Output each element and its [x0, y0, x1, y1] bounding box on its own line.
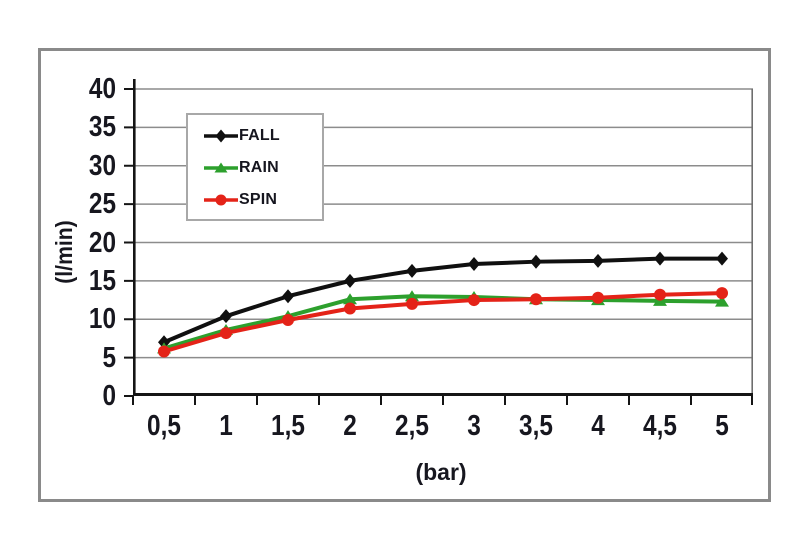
- legend-item-rain: RAIN: [188, 152, 322, 184]
- spin-line: [163, 291, 723, 354]
- circle-marker: [158, 345, 170, 358]
- circle-marker: [468, 294, 480, 307]
- legend-item-fall: FALL: [188, 120, 322, 152]
- diamond-marker: [716, 251, 728, 266]
- legend-box: FALL RAIN SPIN: [186, 113, 324, 221]
- x-tick-label-5: 5: [715, 410, 729, 442]
- x-tick-label-4_5: 4,5: [643, 410, 677, 442]
- y-tick-label-40: 40: [88, 73, 116, 105]
- x-tick-label-2_5: 2,5: [395, 410, 429, 442]
- circle-marker: [530, 293, 542, 306]
- legend-item-spin: SPIN: [188, 184, 322, 216]
- x-tick-label-2: 2: [343, 410, 357, 442]
- legend-label-rain: RAIN: [239, 159, 279, 176]
- circle-marker: [220, 327, 232, 340]
- diamond-marker: [592, 253, 604, 268]
- circle-marker: [592, 291, 604, 304]
- legend-label-fall: FALL: [239, 127, 280, 144]
- diamond-marker: [530, 254, 542, 269]
- x-tick-label-1: 1: [219, 410, 233, 442]
- y-tick-label-25: 25: [88, 188, 116, 221]
- spin-line-swatch-icon: [204, 194, 238, 206]
- circle-marker: [406, 297, 418, 310]
- y-tick-label-35: 35: [88, 111, 116, 144]
- chart-figure: (l/min) (bar) FALL RAIN SPIN 0 5 10 15 20 25 3…: [38, 48, 771, 502]
- circle-marker: [282, 314, 294, 327]
- diamond-marker: [406, 263, 418, 278]
- diamond-marker: [468, 256, 480, 271]
- triangle-marker: [214, 162, 228, 173]
- diamond-marker: [654, 251, 666, 266]
- legend-label-spin: SPIN: [239, 191, 278, 208]
- series-rain: [157, 290, 729, 354]
- triangle-marker: [405, 290, 419, 302]
- y-tick-label-15: 15: [88, 264, 116, 297]
- triangle-marker: [715, 295, 729, 307]
- circle-marker: [654, 288, 666, 301]
- rain-line: [163, 294, 723, 351]
- y-tick-label-10: 10: [88, 303, 116, 336]
- diamond-marker: [282, 289, 294, 304]
- x-tick-label-4: 4: [591, 410, 605, 442]
- fall-line-swatch-icon: [204, 129, 238, 143]
- x-tick-label-1_5: 1,5: [271, 410, 305, 442]
- x-tick-label-3_5: 3,5: [519, 410, 553, 442]
- y-tick-label-30: 30: [88, 149, 116, 182]
- y-tick-label-0: 0: [102, 380, 116, 412]
- diamond-marker: [344, 273, 356, 288]
- circle-marker: [344, 302, 356, 315]
- diamond-marker: [215, 129, 227, 143]
- circle-marker: [716, 287, 728, 300]
- y-tick-label-5: 5: [102, 341, 116, 374]
- y-tick-label-20: 20: [88, 226, 116, 259]
- circle-marker: [215, 194, 227, 206]
- rain-line-swatch-icon: [204, 162, 238, 173]
- diamond-marker: [220, 309, 232, 324]
- series-spin: [158, 287, 728, 358]
- x-tick-label-0_5: 0,5: [147, 410, 181, 442]
- fall-line: [163, 256, 722, 345]
- triangle-marker: [343, 293, 357, 305]
- x-tick-label-3: 3: [467, 410, 481, 442]
- x-axis-title: (bar): [415, 459, 467, 485]
